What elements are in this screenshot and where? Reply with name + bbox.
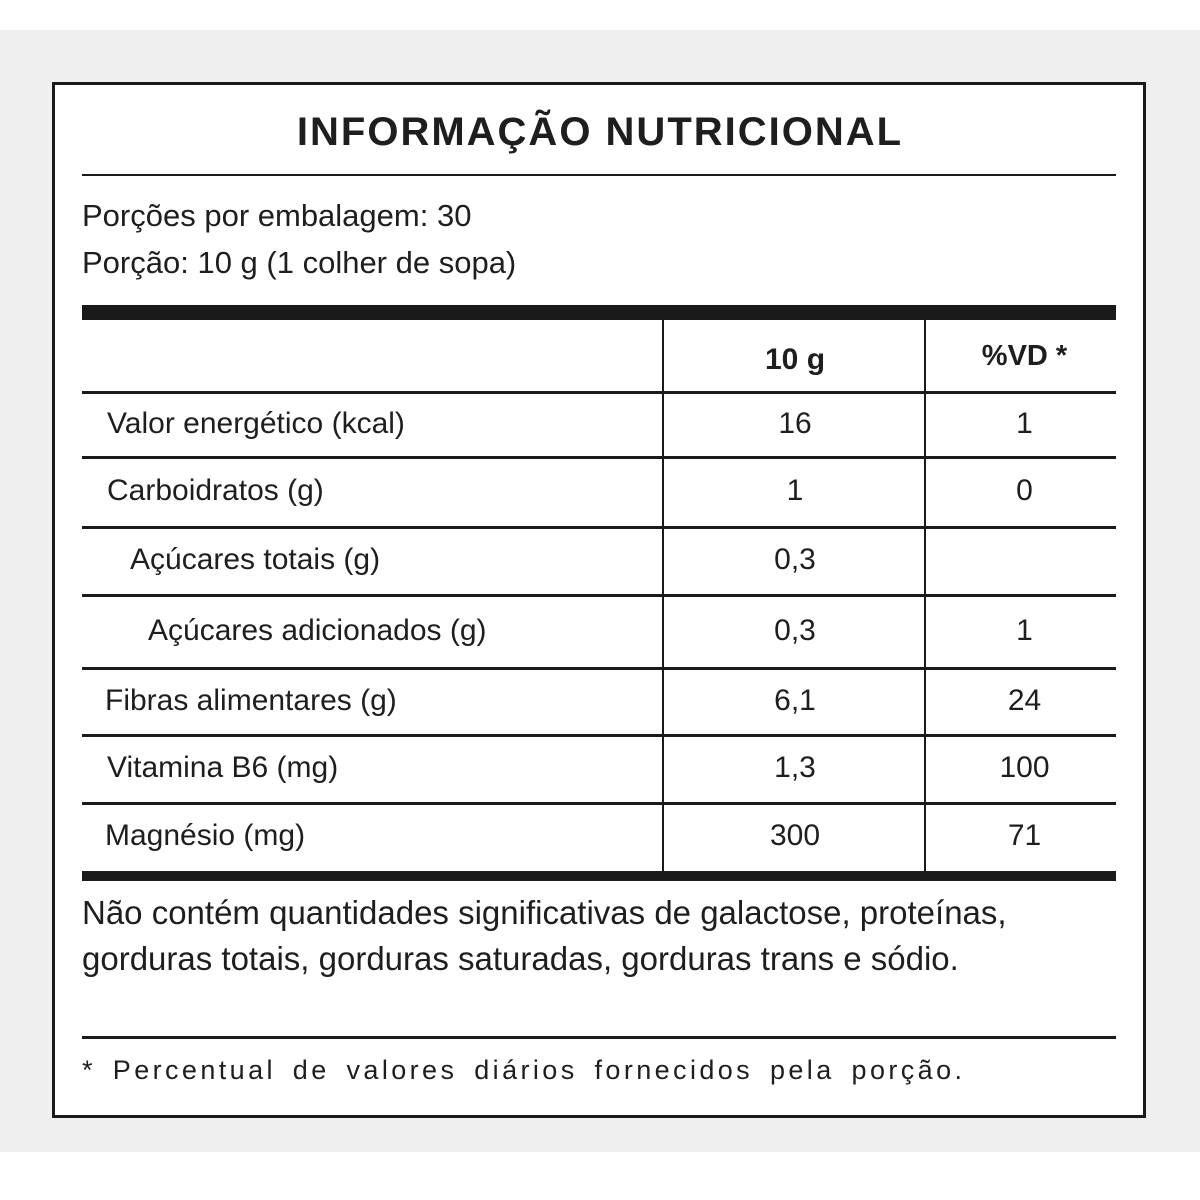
header-dv: %VD * [981,340,1068,372]
nutrition-label-frame [52,82,1146,1118]
row-divider [82,526,1116,529]
nutrient-name: Valor energético (kcal) [107,406,405,440]
thick-divider [82,305,1116,320]
footnote: * Percentual de valores diários fornecid… [82,1055,966,1085]
nutrient-daily-value: 1 [1016,406,1033,440]
nutrient-daily-value: 100 [999,751,1050,784]
label-title: INFORMAÇÃO NUTRICIONAL [296,110,904,154]
nutrient-name: Carboidratos (g) [107,474,324,507]
nutrient-amount: 6,1 [774,683,816,717]
row-divider [82,456,1116,459]
nutrient-amount: 300 [769,819,821,852]
row-divider [82,594,1116,597]
nutrient-daily-value: 0 [1016,474,1033,507]
nutrient-daily-value: 1 [1016,613,1033,647]
serving-size: Porção: 10 g (1 colher de sopa) [82,245,517,280]
divider [82,1036,1116,1039]
nutrient-daily-value: 71 [1007,819,1042,852]
nutrient-name: Açúcares totais (g) [130,543,381,576]
disclaimer-text: Não contém quantidades significativas de… [82,894,1007,977]
nutrient-amount: 1 [786,474,804,507]
row-divider [82,734,1116,737]
row-divider [82,391,1116,394]
nutrient-daily-value: 24 [1007,683,1042,717]
nutrient-name: Magnésio (mg) [105,819,306,852]
row-divider [82,802,1116,805]
nutrient-amount: 0,3 [774,613,816,647]
row-divider [82,667,1116,670]
servings-per-package: Porções por embalagem: 30 [82,198,472,233]
nutrient-amount: 1,3 [774,751,816,784]
nutrient-name: Açúcares adicionados (g) [148,613,487,647]
nutrient-amount: 0,3 [774,543,816,576]
nutrient-name: Vitamina B6 (mg) [107,751,339,784]
header-amount: 10 g [764,343,826,376]
divider [82,174,1116,176]
nutrient-name: Fibras alimentares (g) [105,683,397,717]
nutrient-amount: 16 [778,406,812,440]
thick-divider [82,871,1116,881]
